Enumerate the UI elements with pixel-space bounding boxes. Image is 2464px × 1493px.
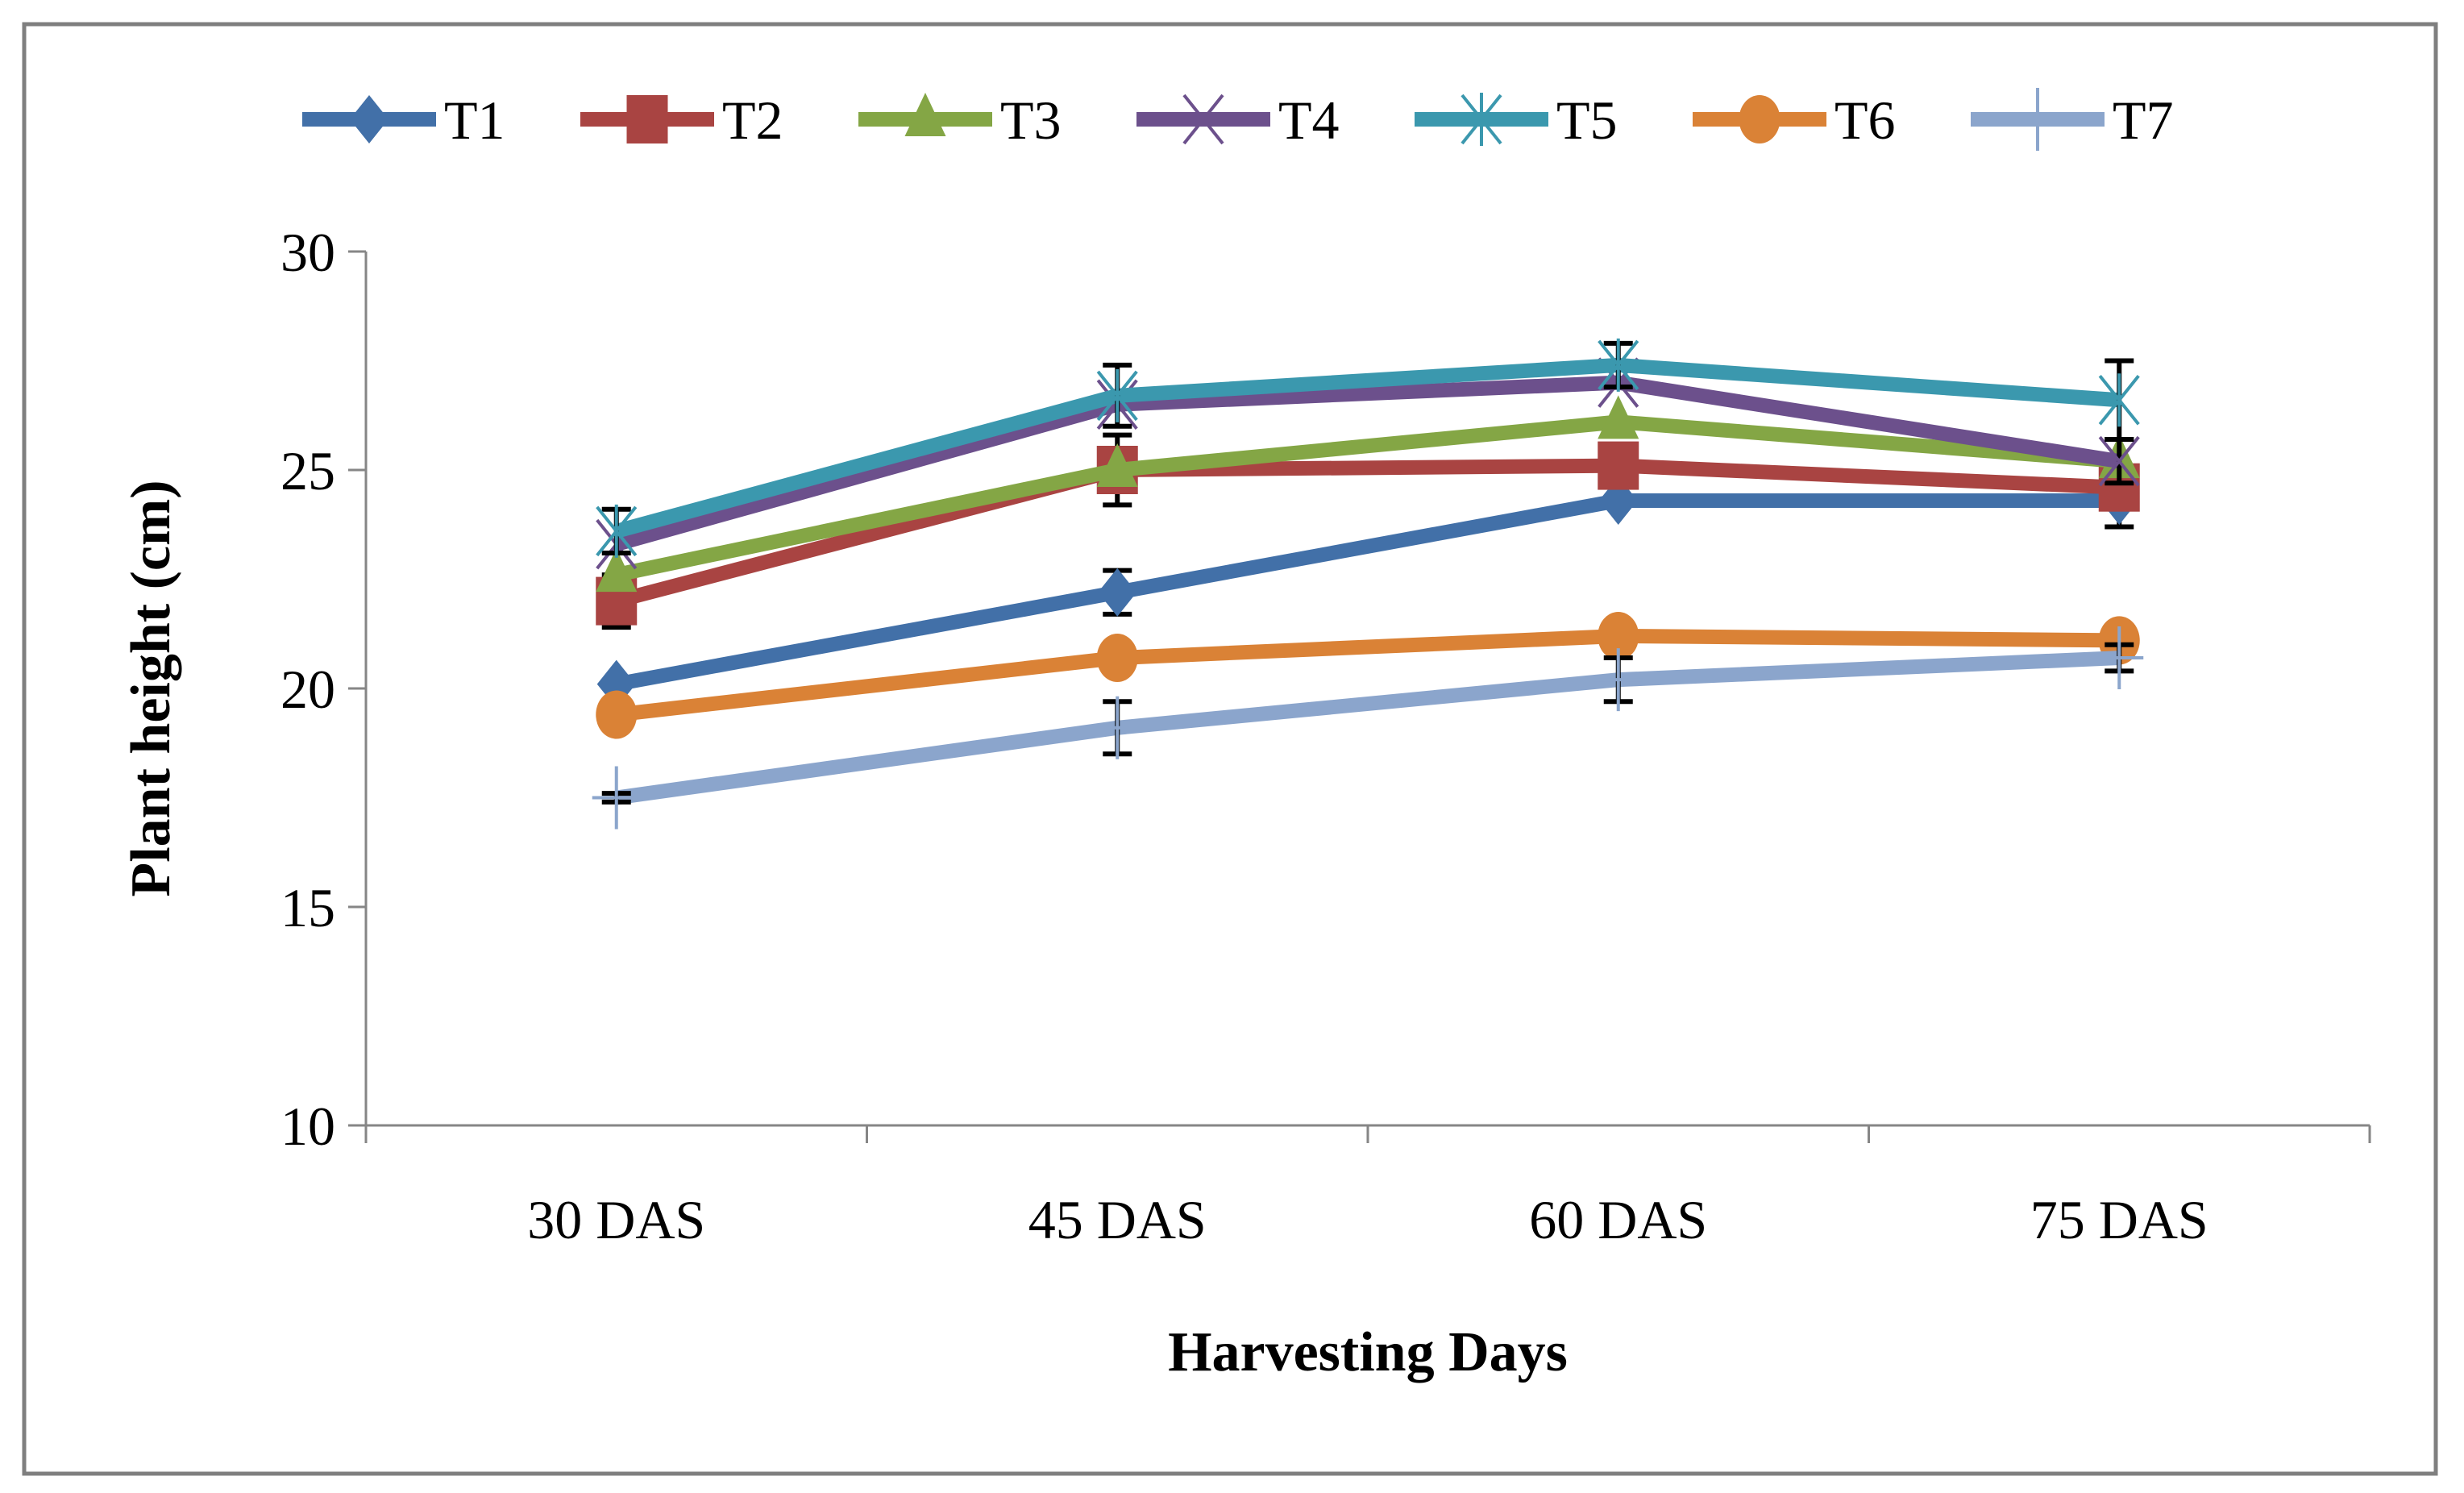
legend-marker xyxy=(2013,88,2062,151)
data-point-t4 xyxy=(2098,435,2140,487)
series-line-t3 xyxy=(614,414,2120,582)
y-axis-title: Plant height (cm) xyxy=(120,480,182,896)
legend-label: T5 xyxy=(1556,89,1618,151)
series-line-t5 xyxy=(614,357,2120,539)
legend-item-t5: T5 xyxy=(1415,89,1618,151)
data-point-t6 xyxy=(1096,634,1138,683)
series-t3 xyxy=(596,395,2140,593)
data-point-t3 xyxy=(1096,443,1138,487)
data-point-t2 xyxy=(1598,441,1639,490)
y-tick-label: 10 xyxy=(280,1096,335,1157)
legend-item-t1: T1 xyxy=(302,89,505,151)
legend-item-t6: T6 xyxy=(1693,89,1896,151)
legend-item-t4: T4 xyxy=(1136,89,1340,151)
legend: T1 T2 T3 T4 T5 T6 T7 xyxy=(302,88,2174,151)
series-line-t6 xyxy=(615,628,2120,722)
legend-label: T1 xyxy=(444,89,505,151)
x-tick-label: 30 DAS xyxy=(527,1189,705,1250)
chart-border xyxy=(22,22,2438,1476)
legend-item-t7: T7 xyxy=(1971,88,2174,151)
legend-marker xyxy=(1739,95,1780,143)
legend-item-t2: T2 xyxy=(580,89,783,151)
data-point-t6 xyxy=(596,690,638,739)
legend-label: T7 xyxy=(2113,89,2174,151)
series-t7 xyxy=(592,626,2144,830)
data-point-t5 xyxy=(2098,373,2140,427)
series-line-t4 xyxy=(614,375,2121,551)
legend-marker xyxy=(1182,94,1224,145)
legend-marker xyxy=(1461,93,1502,146)
series-line-t7 xyxy=(615,651,2120,805)
data-point-t3 xyxy=(596,548,638,593)
legend-marker xyxy=(350,95,389,143)
data-point-t6 xyxy=(1598,611,1639,660)
y-tick-label: 15 xyxy=(280,877,335,938)
data-point-t3 xyxy=(1598,395,1639,439)
legend-label: T2 xyxy=(722,89,783,151)
y-tick-label: 25 xyxy=(280,440,335,501)
y-tick-label: 20 xyxy=(280,659,335,720)
series-group xyxy=(592,338,2144,830)
x-axis-title: Harvesting Days xyxy=(1168,1321,1568,1383)
data-point-t7 xyxy=(592,766,641,830)
legend-label: T6 xyxy=(1834,89,1896,151)
series-t2 xyxy=(596,432,2140,630)
data-point-t5 xyxy=(1598,338,1639,392)
axes: 10 15 20 25 30 30 DAS 45 DAS 60 DAS 75 DAS xyxy=(280,222,2371,1250)
data-point-t7 xyxy=(2095,626,2144,690)
legend-marker xyxy=(626,95,668,143)
series-t5 xyxy=(596,338,2140,558)
data-point-t5 xyxy=(596,504,638,558)
data-point-t7 xyxy=(1593,648,1643,712)
data-point-t1 xyxy=(1098,568,1137,617)
data-point-t5 xyxy=(1096,368,1138,422)
x-tick-label: 75 DAS xyxy=(2030,1189,2208,1250)
y-tick-label: 30 xyxy=(280,222,335,283)
legend-item-t3: T3 xyxy=(858,89,1062,151)
x-tick-label: 60 DAS xyxy=(1529,1189,1707,1250)
legend-label: T4 xyxy=(1278,89,1340,151)
data-point-t7 xyxy=(1093,696,1142,759)
legend-marker xyxy=(904,93,946,136)
series-line-t1 xyxy=(615,493,2120,692)
series-line-t2 xyxy=(614,458,2120,609)
x-tick-label: 45 DAS xyxy=(1028,1189,1207,1250)
legend-label: T3 xyxy=(1000,89,1062,151)
